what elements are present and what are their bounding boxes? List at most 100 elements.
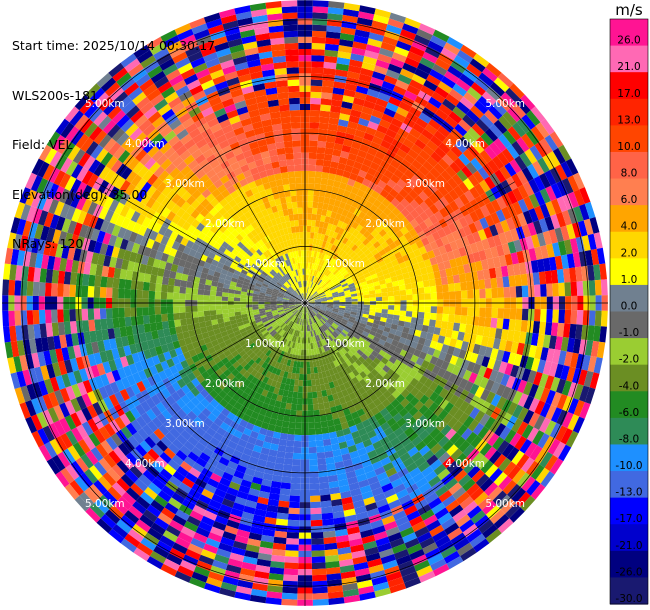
gate-cell: [395, 79, 410, 91]
gate-cell: [326, 135, 336, 144]
gate-cell: [292, 459, 301, 466]
gate-cell: [366, 346, 374, 354]
gate-cell: [422, 51, 438, 64]
gate-cell: [550, 183, 563, 199]
gate-cell: [317, 134, 327, 142]
gate-cell: [320, 318, 326, 324]
gate-cell: [343, 190, 351, 198]
gate-cell: [386, 417, 397, 427]
gate-cell: [386, 282, 393, 288]
gate-cell: [112, 307, 119, 319]
gate-cell: [567, 382, 578, 398]
gate-cell: [308, 304, 315, 307]
gate-cell: [346, 526, 360, 535]
gate-cell: [320, 253, 326, 260]
gate-cell: [26, 281, 34, 296]
gate-cell: [485, 528, 502, 544]
gate-cell: [337, 274, 344, 280]
gate-cell: [459, 400, 470, 413]
gate-cell: [428, 118, 442, 131]
gate-cell: [118, 278, 126, 289]
gate-cell: [252, 304, 259, 308]
gate-cell: [370, 190, 380, 200]
gate-cell: [390, 323, 398, 331]
gate-cell: [313, 307, 320, 311]
gate-cell: [308, 428, 316, 436]
gate-cell: [428, 214, 439, 225]
gate-cell: [352, 323, 360, 329]
gate-cell: [287, 427, 296, 435]
gate-cell: [313, 189, 320, 197]
gate-cell: [314, 315, 320, 321]
gate-cell: [540, 347, 549, 361]
gate-cell: [427, 347, 436, 356]
gate-cell: [454, 282, 461, 292]
gate-cell: [445, 329, 453, 339]
gate-cell: [454, 469, 468, 483]
gate-cell: [306, 274, 309, 281]
gate-cell: [446, 345, 456, 356]
gate-cell: [321, 300, 328, 302]
gate-cell: [330, 374, 337, 382]
gate-cell: [326, 305, 334, 309]
gate-cell: [369, 237, 378, 245]
gate-cell: [377, 275, 385, 282]
gate-cell: [334, 254, 341, 262]
gate-cell: [325, 255, 331, 262]
gate-cell: [308, 146, 318, 154]
gate-cell: [322, 285, 329, 291]
gate-cell: [338, 311, 345, 315]
gate-cell: [372, 336, 381, 343]
gate-cell: [386, 368, 396, 377]
gate-cell: [319, 310, 326, 314]
gate-cell: [513, 353, 523, 367]
gate-cell: [445, 267, 453, 277]
gate-cell: [369, 393, 378, 402]
gate-cell: [423, 514, 438, 527]
gate-cell: [556, 269, 565, 284]
gate-cell: [477, 365, 487, 377]
gate-cell: [433, 327, 441, 336]
gate-cell: [492, 436, 505, 451]
gate-cell: [400, 379, 410, 389]
gate-cell: [462, 478, 476, 492]
gate-cell: [308, 256, 312, 263]
gate-cell: [309, 122, 320, 129]
gate-cell: [346, 71, 360, 80]
gate-cell: [579, 402, 591, 419]
gate-cell: [323, 438, 332, 447]
gate-cell: [315, 220, 321, 228]
gate-cell: [317, 312, 323, 318]
gate-cell: [458, 349, 467, 360]
gate-cell: [385, 237, 394, 246]
gate-cell: [501, 206, 512, 220]
gate-cell: [370, 26, 386, 36]
gate-cell: [496, 96, 512, 112]
gate-cell: [365, 357, 373, 365]
gate-cell: [359, 235, 367, 243]
gate-cell: [450, 448, 463, 461]
gate-cell: [315, 378, 321, 386]
gate-cell: [524, 442, 538, 458]
gate-cell: [88, 274, 96, 287]
gate-cell: [478, 519, 494, 534]
gate-cell: [468, 372, 478, 384]
gate-cell: [308, 298, 315, 302]
gate-cell: [534, 400, 546, 415]
gate-cell: [277, 444, 287, 453]
gate-cell: [437, 185, 449, 197]
gate-cell: [318, 290, 324, 295]
gate-cell: [558, 144, 572, 162]
gate-cell: [333, 455, 343, 463]
gate-cell: [420, 331, 428, 339]
gate-cell: [385, 526, 400, 537]
gate-cell: [494, 328, 503, 340]
gate-cell: [311, 269, 315, 276]
gate-cell: [531, 358, 541, 372]
gate-cell: [365, 94, 378, 104]
gate-cell: [348, 392, 357, 401]
gate-cell: [548, 256, 557, 271]
gate-cell: [322, 80, 335, 88]
gate-cell: [308, 301, 315, 303]
gate-cell: [338, 249, 345, 257]
